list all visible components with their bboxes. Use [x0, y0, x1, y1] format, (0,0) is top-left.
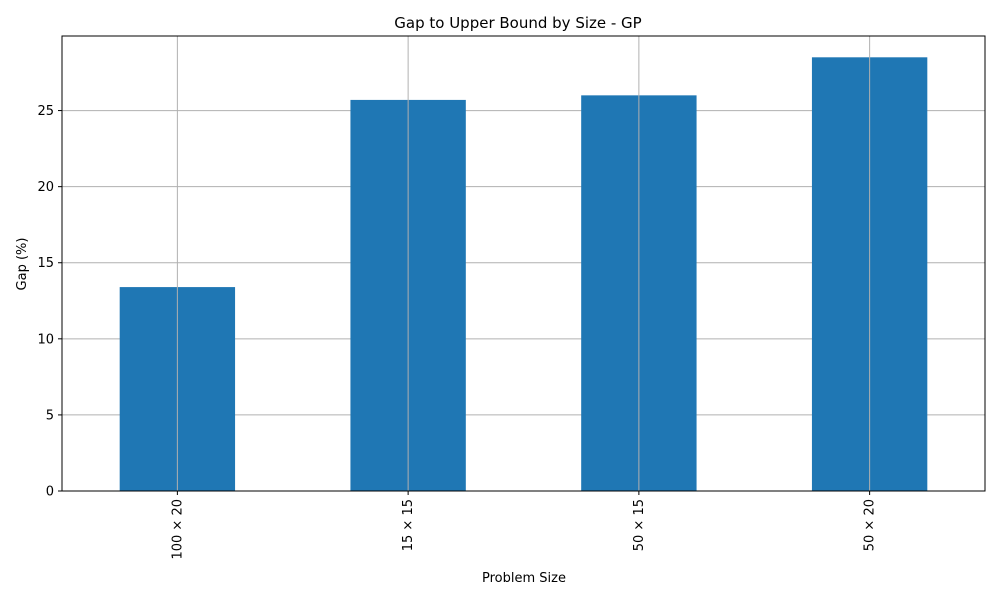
x-tick-label: 15 × 15 — [401, 499, 416, 551]
x-axis-label: Problem Size — [482, 571, 566, 586]
y-tick-label: 0 — [46, 485, 54, 500]
x-tick-label: 100 × 20 — [170, 499, 185, 560]
x-tick-label: 50 × 15 — [632, 499, 647, 551]
y-axis-label: Gap (%) — [15, 238, 30, 291]
x-tick-label: 50 × 20 — [863, 499, 878, 551]
y-tick-label: 20 — [37, 180, 54, 195]
x-grid-lines — [176, 36, 871, 491]
y-tick-label: 10 — [37, 332, 54, 347]
plot-frame — [61, 35, 986, 492]
y-tick-label: 15 — [37, 256, 54, 271]
y-tick-label: 5 — [46, 408, 54, 423]
y-tick-label: 25 — [37, 104, 54, 119]
chart-title: Gap to Upper Bound by Size - GP — [394, 14, 641, 32]
x-axis-ticks: 100 × 20 15 × 15 50 × 15 50 × 20 — [170, 491, 878, 560]
y-axis-ticks: 0 5 10 15 20 25 — [37, 104, 62, 500]
